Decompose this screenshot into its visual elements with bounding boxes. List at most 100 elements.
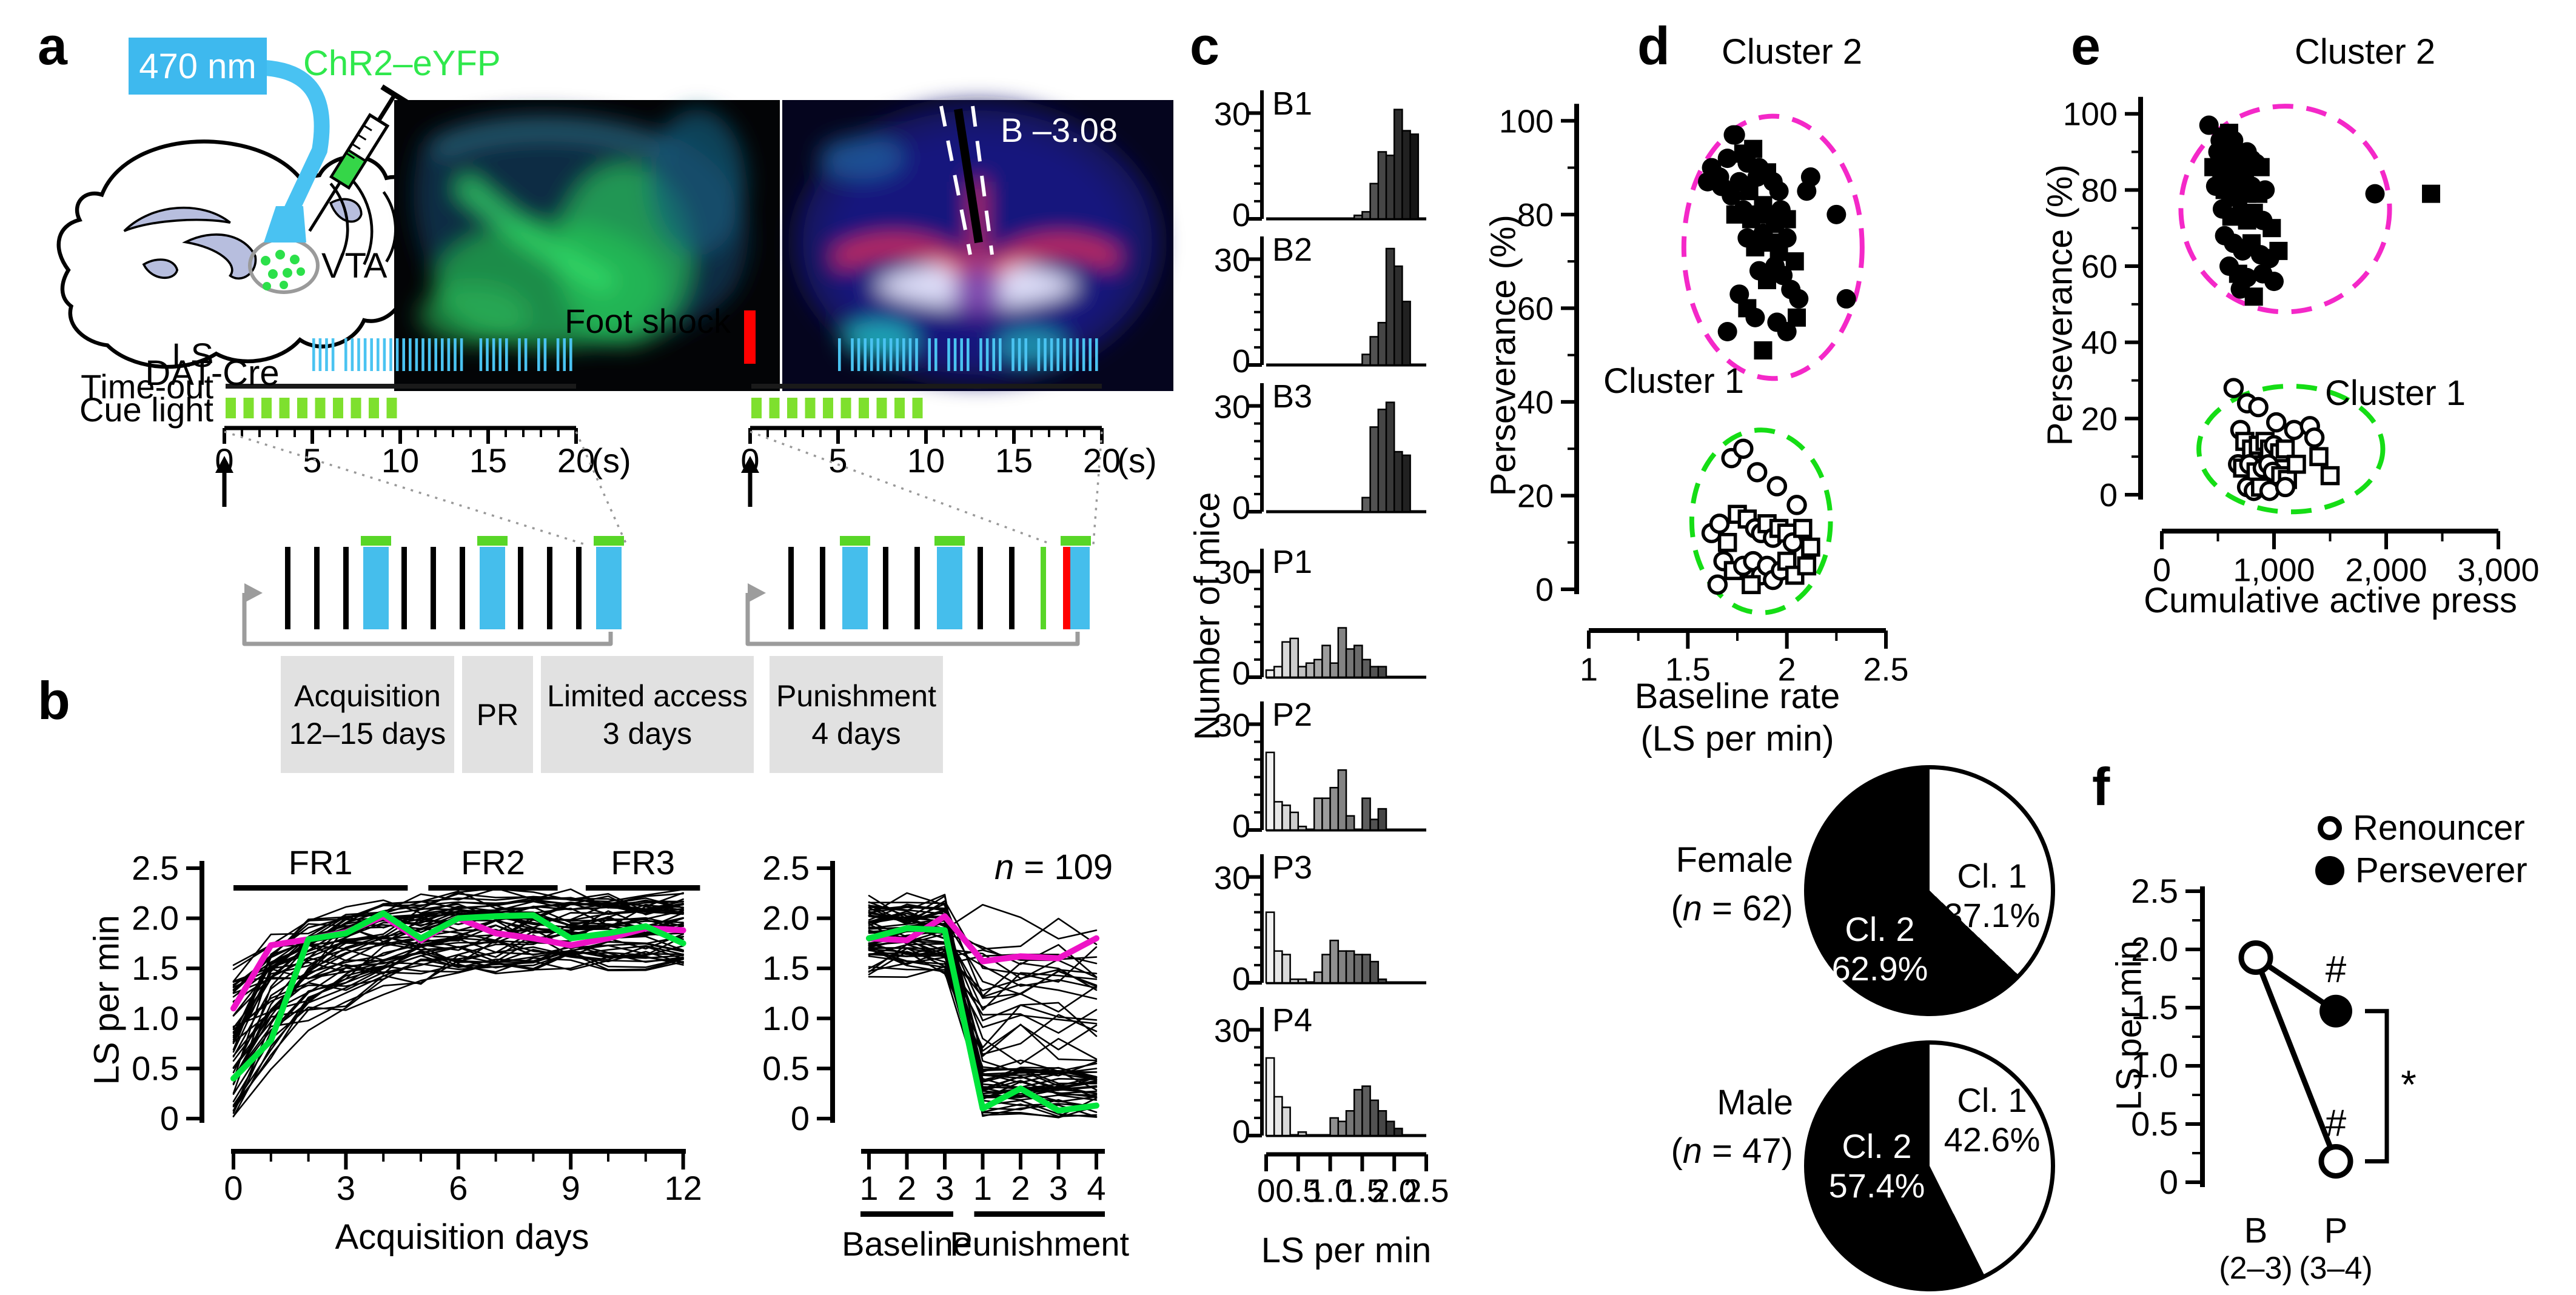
d-scatter-cluster2-points [1698, 125, 1856, 360]
wavelength-label: 470 nm [139, 46, 257, 86]
cue-light-dashes [226, 398, 397, 418]
svg-text:20: 20 [2081, 401, 2118, 437]
b-left-individual-mice [232, 887, 684, 1117]
fiber-track [954, 108, 983, 244]
e-scatter-cluster1-points [2223, 378, 2340, 501]
svg-text:0: 0 [2159, 1163, 2178, 1201]
b-right-individual-mice [868, 892, 1098, 1119]
d-scatter-cluster1-points [1701, 438, 1820, 595]
vta-neurons [261, 250, 305, 290]
svg-text:FR2: FR2 [461, 843, 525, 882]
cue-light-dashes [751, 398, 923, 418]
section-coordinate-label: B –3.08 [1001, 111, 1118, 149]
svg-text:12: 12 [664, 1169, 702, 1207]
svg-text:0: 0 [2153, 552, 2171, 588]
pie-female [1804, 765, 2055, 1016]
stage-pr-line1: PR [476, 697, 519, 732]
repeat-loop-arrow [745, 583, 1080, 646]
svg-text:0: 0 [1232, 655, 1250, 692]
svg-text:0: 0 [1232, 808, 1250, 845]
svg-text:P: P [2324, 1211, 2348, 1251]
svg-text:10: 10 [907, 441, 945, 480]
svg-text:30: 30 [1214, 1012, 1250, 1049]
svg-text:B1: B1 [1272, 85, 1312, 122]
svg-text:0: 0 [1232, 343, 1250, 380]
d-xlabel-line1: Baseline rate [1634, 677, 1840, 716]
svg-text:0: 0 [1232, 490, 1250, 526]
panel-letter-e: e [2071, 16, 2101, 76]
svg-text:(3–4): (3–4) [2299, 1251, 2372, 1286]
svg-text:100: 100 [2063, 96, 2118, 133]
svg-text:0: 0 [1232, 1114, 1250, 1150]
foot-shock-label: Foot shock [565, 302, 731, 340]
panel-letter-a: a [38, 16, 67, 76]
e-xlabel: Cumulative active press [2144, 581, 2517, 620]
svg-text:30: 30 [1214, 96, 1250, 132]
svg-text:15: 15 [995, 441, 1033, 480]
svg-text:30: 30 [1214, 242, 1250, 278]
svg-text:0.5: 0.5 [1275, 1173, 1321, 1209]
d-cluster1-label: Cluster 1 [1603, 361, 1745, 401]
d-cluster2-label: Cluster 2 [1721, 32, 1863, 72]
pie-female-cl2-label: Cl. 2 62.9% [1831, 910, 1928, 988]
svg-text:9: 9 [562, 1169, 580, 1207]
d-ylabel: Perseverance (%) [1483, 215, 1523, 497]
stage-acquisition-line2: 12–15 days [289, 716, 446, 751]
svg-text:1.0: 1.0 [762, 999, 810, 1037]
svg-text:30: 30 [1214, 860, 1250, 896]
svg-text:60: 60 [2081, 249, 2118, 285]
svg-text:5: 5 [303, 441, 321, 480]
pie-male-cl1-label: Cl. 1 42.6% [1944, 1081, 2041, 1159]
stage-punishment-line1: Punishment [776, 678, 937, 713]
c-hist-B1: 30 0 B1 [1214, 85, 1426, 233]
svg-text:60: 60 [1517, 290, 1554, 327]
svg-text:Punishment: Punishment [950, 1225, 1129, 1263]
repeat-loop-arrow [242, 583, 613, 646]
zoom-connector-dots [750, 430, 1103, 546]
legend-renouncer-label: Renouncer [2353, 808, 2525, 848]
stage-punishment-line2: 4 days [811, 716, 901, 751]
e-scatter-cluster1-ellipse [2196, 383, 2386, 515]
svg-text:3: 3 [935, 1169, 954, 1207]
b-left-plot: 0 0.5 1.0 1.5 2.0 2.5 0 3 6 9 12 FR1 FR2 FR3 [132, 843, 702, 1207]
svg-text:P2: P2 [1272, 697, 1312, 733]
svg-text:100: 100 [1499, 103, 1554, 139]
e-scatter-cluster2-points [2199, 115, 2440, 306]
svg-text:2.0: 2.0 [2131, 930, 2178, 968]
legend-renouncer: Renouncer [2318, 808, 2525, 848]
c-hist-B3: 30 0 B3 [1214, 378, 1426, 526]
trial-timeline: 05101520(s) [215, 338, 631, 507]
svg-text:2.5: 2.5 [1403, 1173, 1449, 1209]
svg-text:0: 0 [1232, 197, 1250, 233]
pie-male [1804, 1040, 2055, 1291]
c-xlabel: LS per min [1261, 1231, 1432, 1270]
b-left-mean-example-mouse [230, 910, 686, 1082]
row-label-timeout: Time-out [81, 367, 213, 406]
svg-text:*: * [2401, 1062, 2417, 1107]
fiber-track-dashes [939, 105, 994, 255]
coronal-micrograph [782, 100, 1173, 391]
legend-perseverer: Perseverer [2315, 850, 2527, 891]
svg-text:0: 0 [1535, 572, 1554, 608]
d-scatter-cluster1-ellipse [1689, 427, 1833, 615]
e-cluster2-label: Cluster 2 [2294, 32, 2436, 72]
f-baseline-point [2238, 940, 2273, 975]
svg-text:(s): (s) [591, 441, 631, 480]
f-summary-plot: 0 0.5 1.0 1.5 2.0 2.5 # # * B(2–3) P(3–4) [2131, 872, 2417, 1286]
c-hist-P4: 30 0 P4 [1214, 1002, 1426, 1150]
svg-text:0.5: 0.5 [132, 1049, 179, 1087]
vta-label: VTA [321, 246, 387, 286]
svg-text:3: 3 [1049, 1169, 1068, 1207]
svg-text:30: 30 [1214, 389, 1250, 425]
stage-box-limited-access: Limited access 3 days [541, 656, 754, 773]
svg-text:FR3: FR3 [611, 843, 675, 882]
svg-text:2: 2 [897, 1169, 916, 1207]
ls-laser-ticks [838, 338, 1098, 371]
svg-text:1.5: 1.5 [2131, 988, 2178, 1026]
mouse-line-label: DAT-Cre [145, 353, 280, 393]
zoom-connector-dots [224, 430, 628, 546]
optic-fiber-tip [264, 206, 306, 243]
svg-text:P1: P1 [1272, 544, 1312, 580]
foot-shock-tick [744, 310, 756, 364]
